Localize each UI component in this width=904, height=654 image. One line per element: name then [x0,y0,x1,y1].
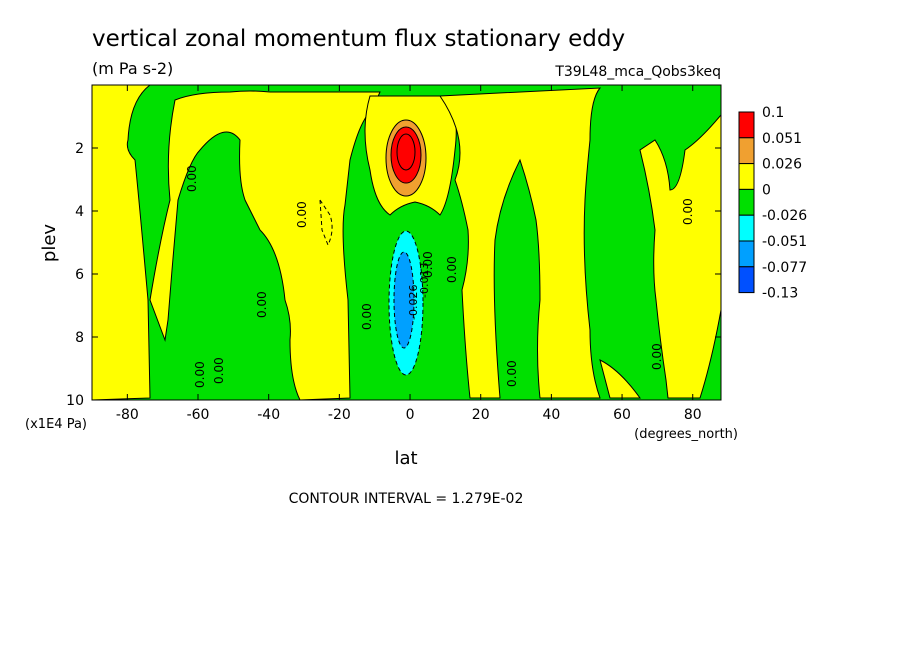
x-tick-label: 20 [472,407,490,423]
y-tick-label: 4 [75,204,84,220]
x-tick-label: -80 [116,407,139,423]
units-label: (m Pa s-2) [92,59,173,78]
y-tick-label: 2 [75,141,84,157]
contour-interval-note: CONTOUR INTERVAL = 1.279E-02 [289,491,524,507]
y-axis: 2 4 6 8 10 [66,141,721,409]
legend-level-label: 0 [762,182,771,198]
y-axis-label: plev [39,224,60,263]
contour-label: 0.00 [421,251,435,278]
contour-label: 0.00 [445,256,459,283]
contour-label: -0.026 [407,285,420,320]
legend-swatch [738,163,755,190]
y-tick-label: 8 [75,330,84,346]
contour-label: 0.00 [650,343,664,370]
chart-title: vertical zonal momentum flux stationary … [92,26,625,52]
legend-level-label: 0.051 [762,131,802,147]
y-tick-label: 6 [75,267,84,283]
contour-label: 0.00 [360,303,374,330]
negative-contour-dashed [319,198,333,247]
legend-swatch [738,137,755,165]
contour-label: 0.00 [505,360,519,387]
contour-label: 0.00 [295,201,309,228]
legend-swatch [738,188,755,216]
contour-label: -0.013 [418,263,431,298]
legend-swatch [738,266,755,294]
y-tick-label: 10 [66,393,84,409]
legend-level-label: -0.026 [762,208,807,224]
contour-label: 0.00 [185,165,199,192]
dataset-label: T39L48_mca_Qobs3keq [554,64,721,80]
x-tick-label: -60 [187,407,210,423]
x-tick-label: 40 [542,407,560,423]
x-axis-label: lat [394,448,417,469]
legend-level-label: 0.026 [762,157,802,173]
contour-label: 0.00 [255,291,269,318]
positive-region-east [439,87,602,399]
x-units-label: (degrees_north) [634,427,738,442]
contour-label: 0.00 [681,198,695,225]
legend-level-label: -0.051 [762,234,807,250]
plot-field [92,85,721,400]
positive-core-contour [396,133,416,171]
legend-swatch [738,111,755,139]
y-units-label: (x1E4 Pa) [25,417,87,432]
contour-label: 0.00 [193,361,207,388]
legend-level-label: -0.077 [762,260,807,276]
x-tick-label: 80 [684,407,702,423]
x-tick-label: 0 [406,407,415,423]
colorbar-legend: 0.1 0.051 0.026 0 -0.026 -0.051 -0.077 -0.13 [738,105,807,302]
x-axis: -80 -60 -40 -20 0 20 40 60 80 [116,85,702,423]
legend-level-label: -0.13 [762,286,798,302]
x-tick-label: 60 [613,407,631,423]
negative-core-blue [393,251,415,349]
legend-swatch [738,214,755,242]
legend-swatch [738,240,755,268]
positive-region-strip [599,359,641,399]
x-tick-label: -20 [328,407,351,423]
plot-frame [91,84,722,401]
positive-region-west [92,85,151,400]
legend-level-label: 0.1 [762,105,784,121]
positive-core-red [390,126,422,184]
x-tick-label: -40 [257,407,280,423]
positive-region-northeast [639,114,721,399]
contour-label: 0.00 [212,357,226,384]
